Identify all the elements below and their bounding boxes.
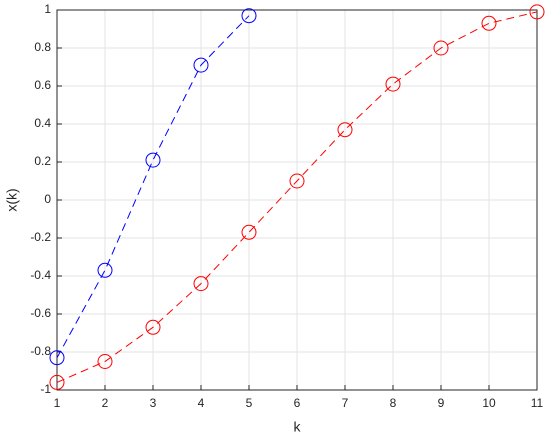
y-tick-label: -0.8 bbox=[30, 344, 51, 358]
marker bbox=[97, 262, 113, 278]
marker bbox=[433, 40, 449, 56]
x-tick-label: 2 bbox=[102, 396, 109, 410]
x-tick-label: 4 bbox=[198, 396, 205, 410]
y-tick-label: 0.2 bbox=[34, 154, 51, 168]
y-tick-label: 1 bbox=[44, 2, 51, 16]
x-tick-label: 8 bbox=[390, 396, 397, 410]
marker bbox=[49, 350, 65, 366]
y-tick-label: 0 bbox=[44, 192, 51, 206]
marker bbox=[145, 152, 161, 168]
marker bbox=[241, 8, 257, 24]
x-tick-label: 11 bbox=[531, 396, 544, 410]
y-axis-label: x(k) bbox=[4, 188, 20, 211]
marker bbox=[145, 319, 161, 335]
y-tick-label: 0.8 bbox=[34, 40, 51, 54]
series-line bbox=[56, 15, 250, 358]
x-tick-label: 10 bbox=[482, 396, 496, 410]
marker bbox=[97, 354, 113, 369]
y-tick-label: 0.4 bbox=[34, 116, 51, 130]
marker bbox=[289, 173, 305, 189]
marker bbox=[49, 374, 65, 390]
marker bbox=[241, 224, 257, 240]
x-tick-label: 5 bbox=[246, 396, 253, 410]
marker bbox=[337, 122, 353, 138]
x-tick-label: 9 bbox=[438, 396, 445, 410]
x-tick-label: 3 bbox=[150, 396, 157, 410]
y-tick-label: -1 bbox=[40, 382, 51, 396]
marker bbox=[193, 276, 209, 292]
marker bbox=[193, 57, 209, 73]
x-tick-label: 6 bbox=[294, 396, 301, 410]
x-axis-label: k bbox=[294, 419, 302, 435]
x-tick-label: 7 bbox=[342, 396, 349, 410]
plot-frame bbox=[56, 9, 538, 391]
y-tick-label: -0.6 bbox=[30, 306, 51, 320]
y-tick-label: 0.6 bbox=[34, 78, 51, 92]
marker bbox=[481, 15, 497, 31]
marker bbox=[385, 76, 401, 92]
y-tick-label: -0.4 bbox=[30, 268, 51, 282]
y-tick-label: -0.2 bbox=[30, 230, 51, 244]
x-tick-label: 1 bbox=[54, 396, 61, 410]
marker bbox=[529, 4, 545, 20]
series-line bbox=[56, 11, 538, 383]
